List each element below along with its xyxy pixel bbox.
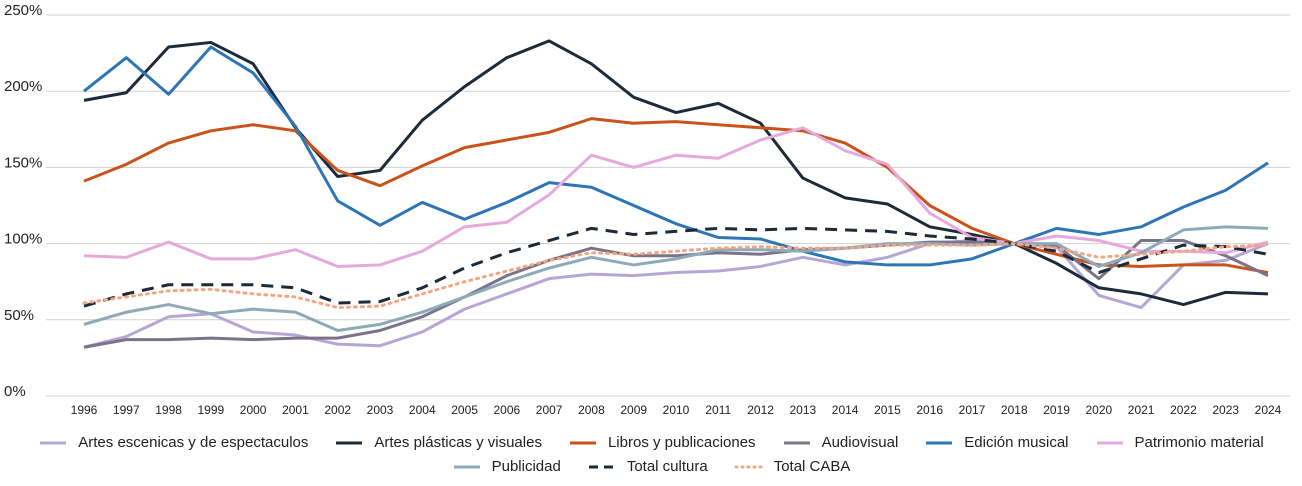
legend-label: Patrimonio material bbox=[1134, 434, 1264, 451]
x-tick-label: 2011 bbox=[705, 403, 731, 417]
legend-item: Total cultura bbox=[587, 458, 708, 475]
x-tick-label: 2007 bbox=[536, 403, 563, 417]
series-line bbox=[83, 45, 1269, 267]
x-tick-label: 2010 bbox=[663, 403, 690, 417]
legend-item: Publicidad bbox=[452, 458, 561, 475]
y-tick-label: 0% bbox=[4, 383, 26, 400]
x-tick-label: 2004 bbox=[409, 403, 436, 417]
legend-item: Total CABA bbox=[734, 458, 851, 475]
x-tick-label: 2019 bbox=[1043, 403, 1070, 417]
legend-item: Audiovisual bbox=[782, 434, 899, 451]
series-line bbox=[83, 126, 1269, 268]
y-tick-label: 250% bbox=[4, 2, 42, 19]
legend-swatch bbox=[734, 465, 764, 468]
legend-label: Total CABA bbox=[773, 458, 851, 475]
x-tick-label: 2015 bbox=[874, 403, 901, 417]
series-line bbox=[83, 39, 1269, 307]
x-tick-label: 2006 bbox=[494, 403, 521, 417]
legend-label: Edición musical bbox=[964, 434, 1069, 451]
legend-label: Artes escenicas y de espectaculos bbox=[78, 434, 309, 451]
y-tick-label: 150% bbox=[4, 154, 42, 171]
legend-item: Artes plásticas y visuales bbox=[334, 434, 542, 451]
x-tick-label: 2001 bbox=[282, 403, 309, 417]
legend-label: Audiovisual bbox=[821, 434, 899, 451]
y-tick-label: 100% bbox=[4, 231, 42, 248]
chart: 0% 50% 100% 150% 200% 250% 1996 1997 1998 1999 200… bbox=[4, 2, 1290, 417]
x-tick-label: 2023 bbox=[1212, 403, 1239, 417]
legend-label: Total cultura bbox=[626, 458, 708, 475]
legend-swatch bbox=[1096, 441, 1123, 444]
series-line bbox=[83, 225, 1269, 332]
legend-swatch bbox=[588, 465, 615, 468]
series-line bbox=[83, 239, 1269, 349]
legend-item: Libros y publicaciones bbox=[568, 434, 756, 451]
x-tick-label: 2016 bbox=[916, 403, 943, 417]
legend-swatch bbox=[40, 441, 67, 444]
x-tick-label: 2018 bbox=[1001, 403, 1028, 417]
x-tick-label: 2020 bbox=[1086, 403, 1113, 417]
x-tick-label: 2022 bbox=[1170, 403, 1197, 417]
x-tick-label: 2008 bbox=[578, 403, 605, 417]
x-tick-label: 1998 bbox=[155, 403, 182, 417]
x-tick-label: 2000 bbox=[240, 403, 267, 417]
x-tick-label: 2003 bbox=[367, 403, 394, 417]
y-tick-label: 50% bbox=[4, 307, 34, 324]
legend-swatch bbox=[783, 441, 810, 444]
x-tick-label: 2005 bbox=[451, 403, 478, 417]
legend-item: Edición musical bbox=[924, 434, 1069, 451]
legend-label: Publicidad bbox=[491, 458, 561, 475]
x-tick-label: 1999 bbox=[198, 403, 225, 417]
legend-swatch bbox=[453, 465, 480, 468]
series-line bbox=[83, 239, 1269, 349]
series-line bbox=[82, 242, 1270, 310]
legend-item: Artes escenicas y de espectaculos bbox=[38, 434, 308, 451]
legend-label: Artes plásticas y visuales bbox=[374, 434, 542, 451]
x-tick-label: 1996 bbox=[71, 403, 98, 417]
x-tick-label: 1997 bbox=[113, 403, 140, 417]
legend-swatch bbox=[569, 441, 596, 444]
legend-item: Patrimonio material bbox=[1095, 434, 1264, 451]
x-tick-label: 2021 bbox=[1128, 403, 1155, 417]
x-tick-label: 2009 bbox=[620, 403, 647, 417]
legend-swatch bbox=[336, 441, 363, 444]
x-tick-label: 2017 bbox=[959, 403, 986, 417]
x-tick-label: 2013 bbox=[790, 403, 817, 417]
legend: Artes escenicas y de espectaculos Artes p… bbox=[0, 434, 1302, 475]
legend-label: Libros y publicaciones bbox=[607, 434, 756, 451]
series-line bbox=[83, 117, 1269, 275]
x-tick-label: 2012 bbox=[747, 403, 774, 417]
legend-swatch bbox=[926, 441, 953, 444]
x-tick-label: 2002 bbox=[324, 403, 351, 417]
series-line bbox=[83, 226, 1269, 308]
x-tick-label: 2024 bbox=[1255, 403, 1282, 417]
y-tick-label: 200% bbox=[4, 78, 42, 95]
x-tick-label: 2014 bbox=[832, 403, 859, 417]
